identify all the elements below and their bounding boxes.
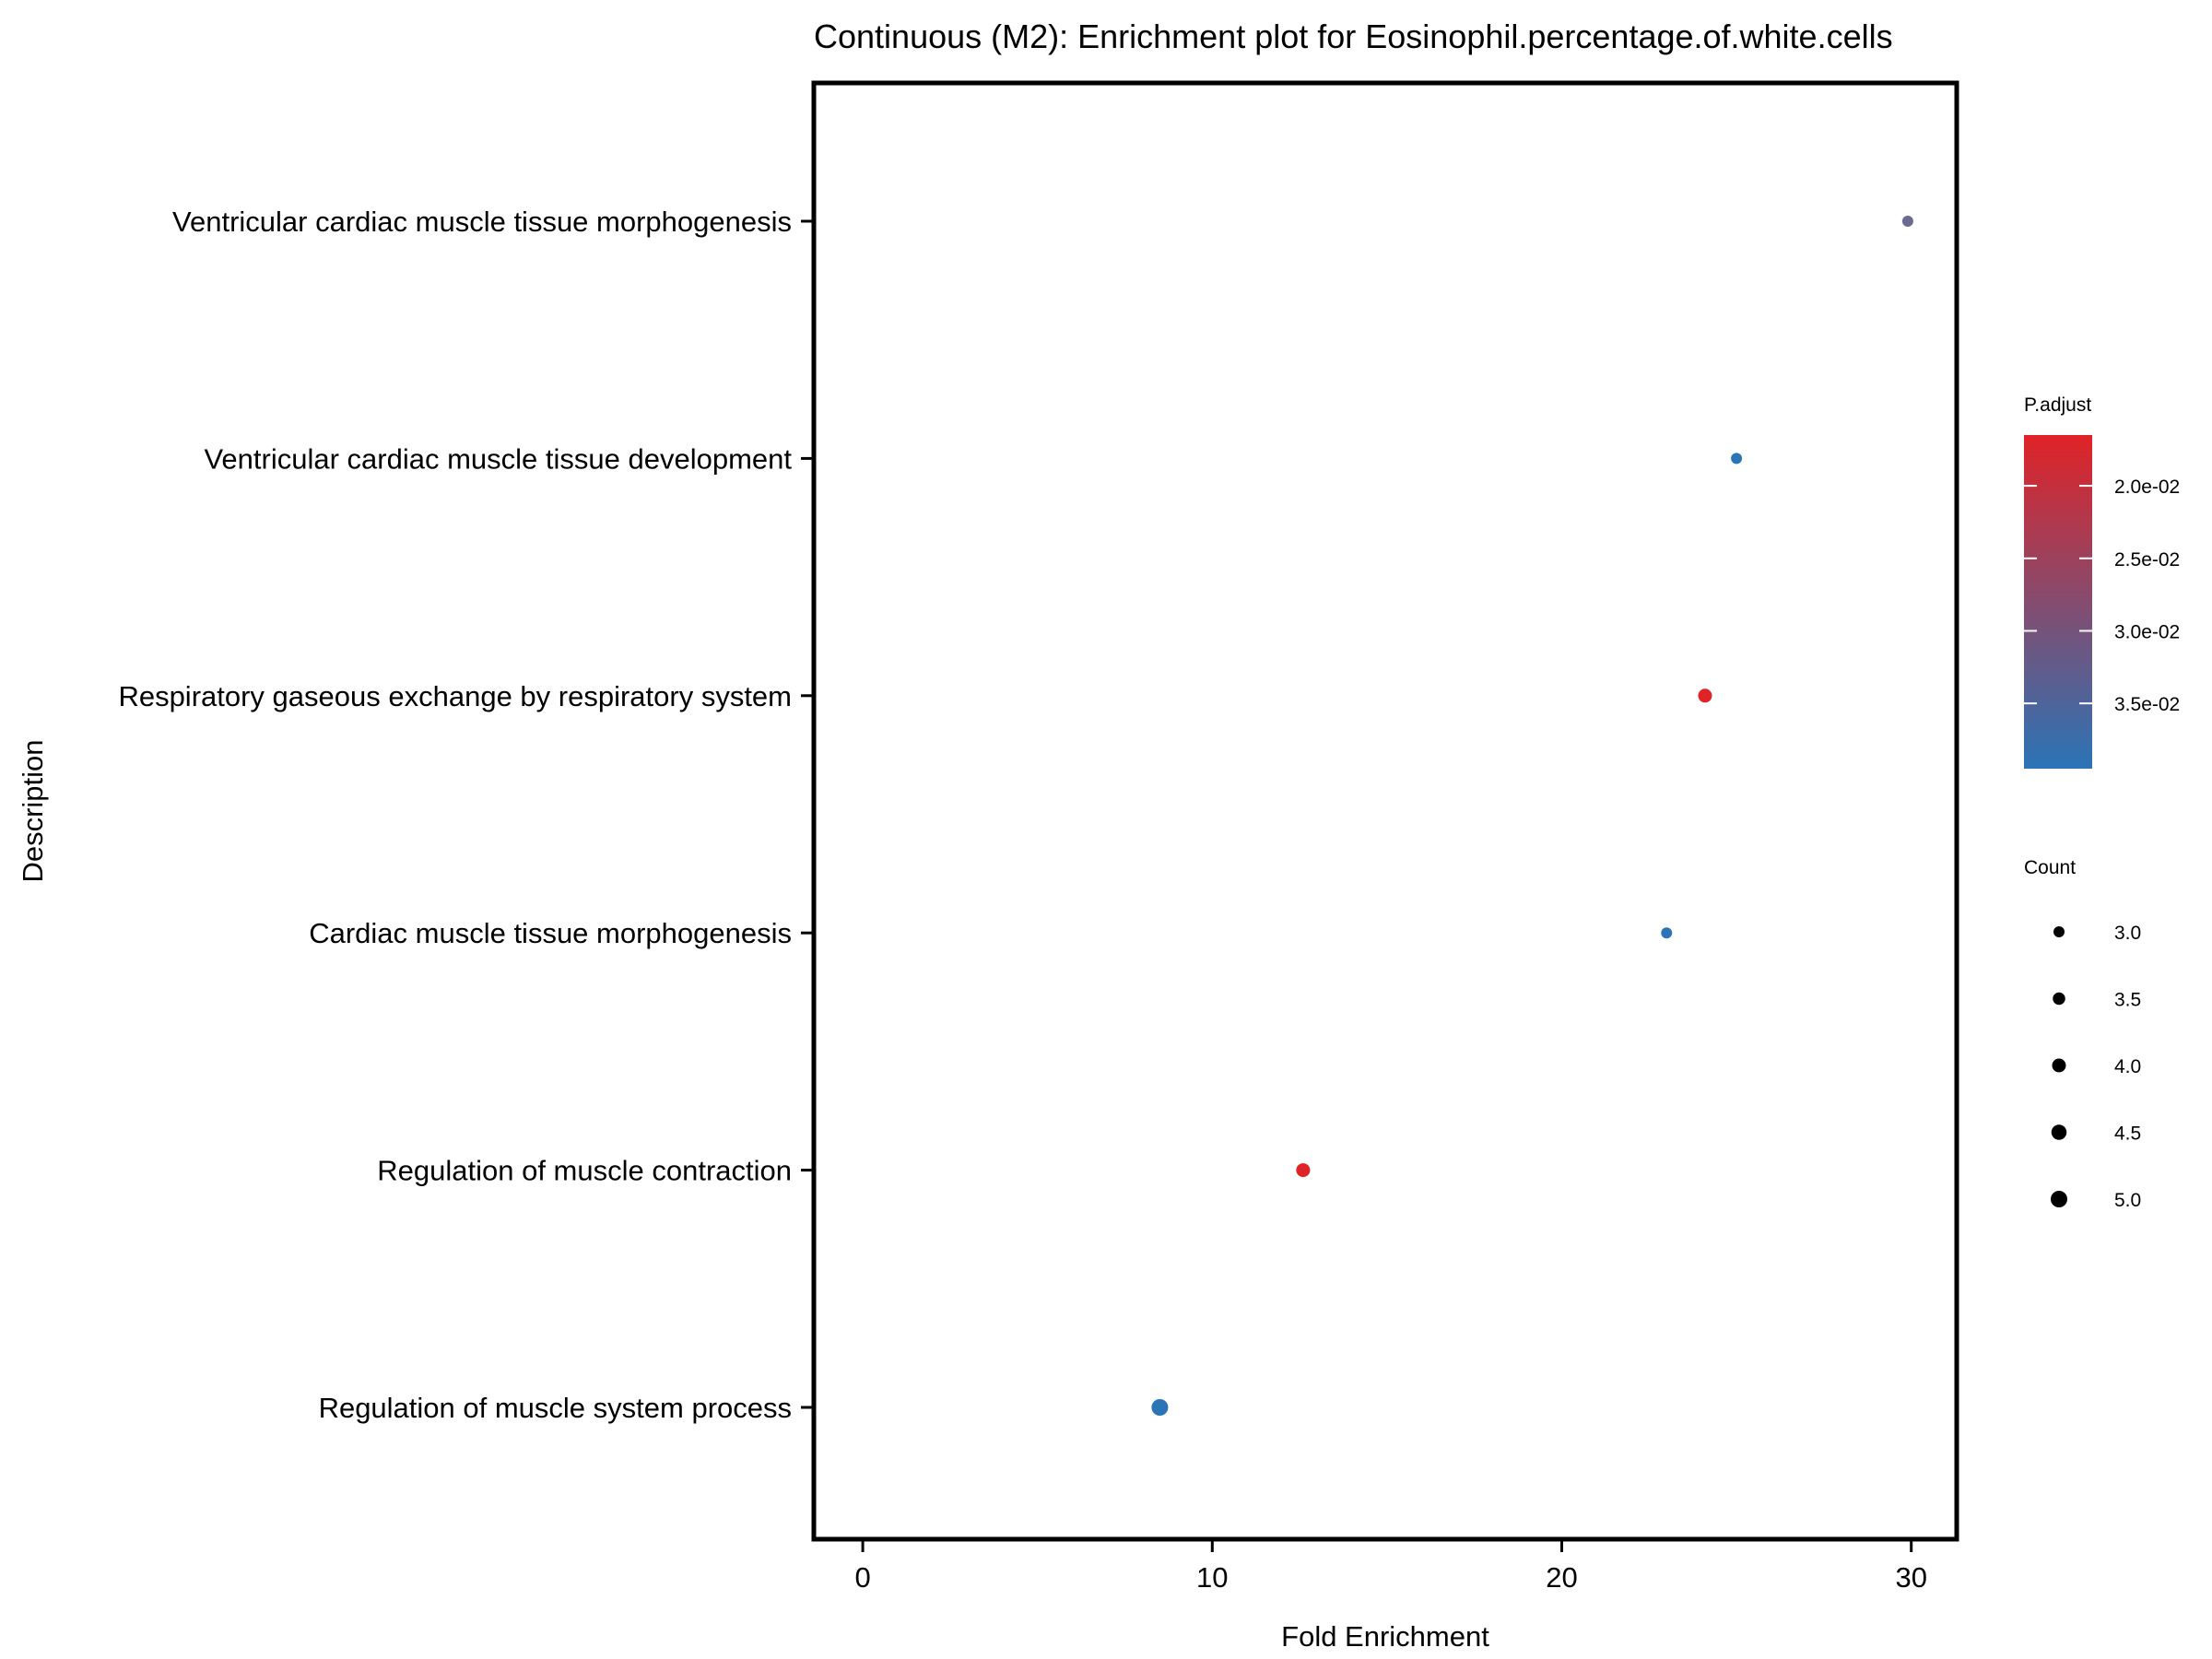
size-legend-dot: [2051, 1124, 2067, 1140]
y-axis-title: Description: [17, 739, 49, 882]
data-point: [1151, 1399, 1169, 1416]
data-points: [1151, 216, 1913, 1416]
data-point: [1698, 688, 1712, 703]
chart-title: Continuous (M2): Enrichment plot for Eos…: [814, 18, 1893, 55]
y-tick-label: Cardiac muscle tissue morphogenesis: [309, 917, 792, 949]
size-legend-label: 4.5: [2114, 1124, 2141, 1145]
color-legend-title: P.adjust: [2024, 394, 2091, 416]
color-bar: [2024, 435, 2092, 769]
data-point: [1731, 453, 1743, 465]
size-legend-label: 4.0: [2114, 1056, 2141, 1077]
color-tick-label: 2.5e-02: [2114, 549, 2180, 571]
color-tick-label: 2.0e-02: [2114, 477, 2180, 498]
x-tick-label: 10: [1196, 1561, 1228, 1594]
size-legend-label: 5.0: [2114, 1190, 2141, 1211]
size-legend-title: Count: [2024, 857, 2076, 878]
size-legend: Count 3.0 3.5 4.0 4.5 5.0: [2024, 857, 2141, 1211]
y-axis: Ventricular cardiac muscle tissue morpho…: [118, 206, 814, 1424]
x-tick-label: 30: [1895, 1561, 1926, 1594]
x-axis: 0 10 20 30: [854, 1539, 1927, 1594]
data-point: [1296, 1163, 1311, 1178]
data-point: [1901, 216, 1913, 227]
size-legend-items: 3.0 3.5 4.0 4.5 5.0: [2051, 923, 2141, 1211]
x-tick-label: 20: [1546, 1561, 1577, 1594]
x-axis-title: Fold Enrichment: [1281, 1620, 1489, 1653]
color-legend-ticks: 2.0e-02 2.5e-02 3.0e-02 3.5e-02: [2024, 477, 2180, 715]
y-tick-label: Ventricular cardiac muscle tissue morpho…: [172, 206, 792, 238]
color-tick-label: 3.5e-02: [2114, 694, 2180, 715]
size-legend-dot: [2052, 1058, 2066, 1073]
color-tick-label: 3.0e-02: [2114, 621, 2180, 642]
y-tick-label: Ventricular cardiac muscle tissue develo…: [204, 442, 792, 475]
data-point: [1661, 927, 1673, 939]
color-legend: P.adjust 2.0e-02 2.5e-02 3.0e-02 3.5e-02: [2024, 394, 2180, 769]
size-legend-dot: [2051, 1191, 2067, 1207]
y-tick-label: Regulation of muscle contraction: [377, 1155, 792, 1187]
y-tick-label: Regulation of muscle system process: [319, 1392, 792, 1424]
size-legend-label: 3.0: [2114, 923, 2141, 944]
x-tick-label: 0: [854, 1561, 870, 1594]
plot-panel: [811, 80, 1959, 1542]
size-legend-dot: [2053, 926, 2065, 937]
y-tick-label: Respiratory gaseous exchange by respirat…: [118, 680, 792, 712]
size-legend-label: 3.5: [2114, 990, 2141, 1011]
size-legend-dot: [2053, 992, 2065, 1006]
